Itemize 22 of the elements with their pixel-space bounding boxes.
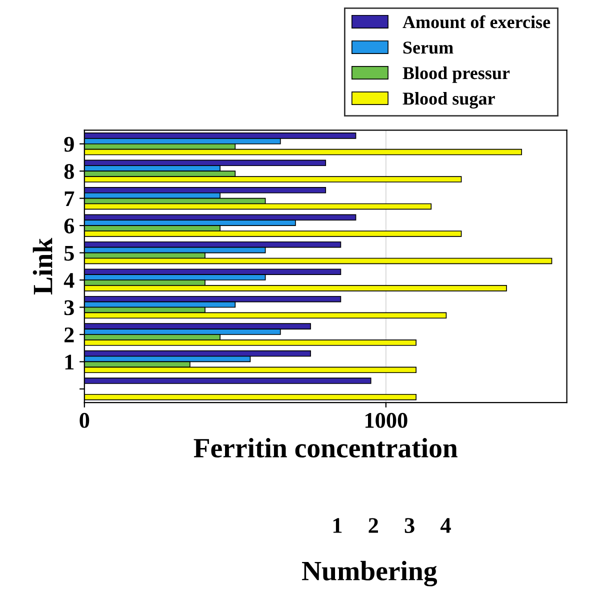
text: 2: [368, 518, 378, 533]
x-tick-label: 1000: [365, 412, 408, 428]
legend-label: Amount of exercise: [402, 15, 550, 28]
text: 4: [440, 518, 451, 533]
text: 3: [404, 518, 414, 534]
y-tick-label: 9: [64, 136, 74, 152]
y-tick-label: 6: [64, 218, 74, 234]
legend-label: Blood pressur: [402, 66, 510, 83]
y-tick-label: 8: [64, 164, 74, 180]
y-tick-label: 3: [64, 300, 74, 316]
y-tick-label: 1: [65, 354, 74, 370]
text: Numbering: [302, 560, 438, 586]
y-axis-title: Link: [32, 238, 52, 294]
legend-label: Serum: [403, 42, 454, 54]
y-tick-label: 5: [64, 246, 74, 261]
y-tick-label: 7: [64, 191, 74, 206]
y-tick-label: 4: [64, 273, 74, 288]
text: 1: [333, 518, 342, 533]
x-tick-label: 0: [80, 412, 90, 428]
y-tick-label: 2: [64, 327, 74, 342]
legend-label: Blood sugar: [402, 92, 495, 109]
x-axis-title: Ferritin concentration: [194, 438, 458, 458]
